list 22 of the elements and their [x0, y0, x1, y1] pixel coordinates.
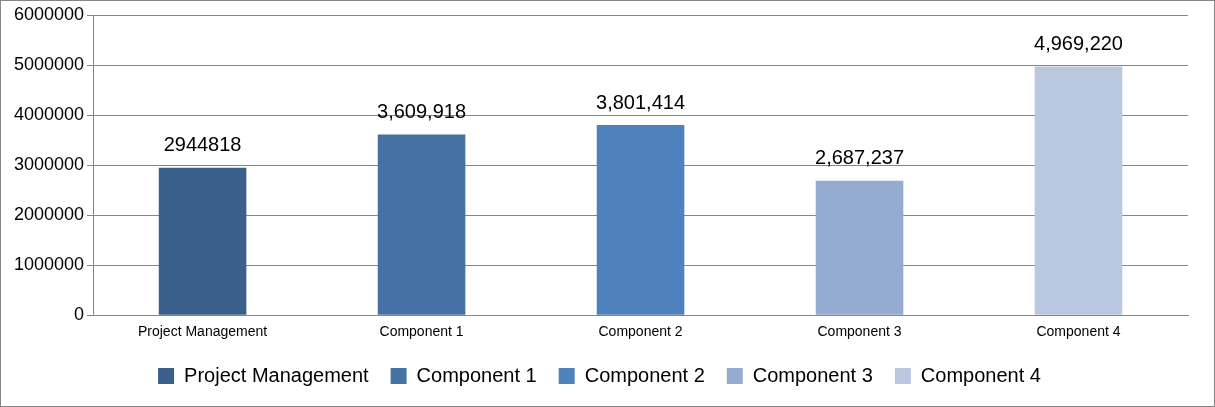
y-tick-label: 6000000 [14, 3, 85, 24]
data-label: 3,609,918 [377, 100, 467, 123]
legend-label: Project Management [184, 363, 370, 386]
y-tick-label: 5000000 [14, 54, 85, 74]
y-tick-label: 0 [74, 304, 85, 325]
x-tick-label: Component 1 [379, 323, 464, 340]
data-label: 3,801,414 [596, 90, 686, 113]
y-tick-label: 1000000 [14, 254, 85, 275]
data-label: 2944818 [163, 133, 242, 156]
x-tick-label: Component 4 [1036, 323, 1121, 340]
x-tick-label: Project Management [137, 323, 268, 340]
y-tick-label: 3000000 [14, 154, 85, 175]
x-tick-label: Component 2 [598, 323, 683, 340]
x-tick-label: Component 3 [817, 323, 902, 340]
legend-label: Component 4 [920, 363, 1041, 386]
legend-label: Component 1 [416, 363, 537, 386]
y-tick-label: 4000000 [14, 104, 85, 125]
legend-label: Component 3 [752, 363, 873, 386]
data-label: 2,687,237 [815, 146, 905, 169]
legend-label: Component 2 [584, 363, 705, 386]
data-label: 4,969,220 [1034, 32, 1123, 55]
y-tick-label: 2000000 [14, 204, 85, 225]
